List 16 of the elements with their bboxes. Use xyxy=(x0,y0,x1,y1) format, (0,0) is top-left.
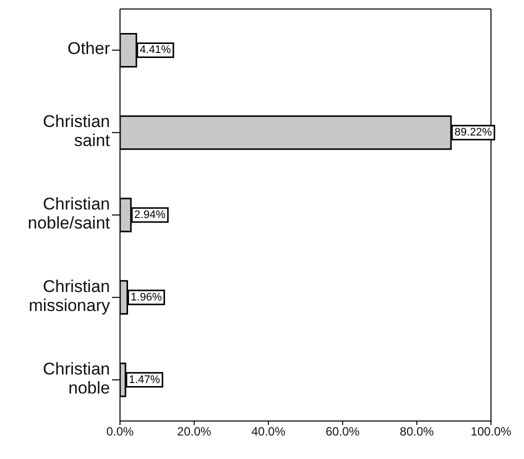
data-label: 2.94% xyxy=(134,209,166,222)
x-tick-label: 40.0% xyxy=(251,424,286,439)
y-tick-label: Christian noble xyxy=(42,360,110,398)
data-label: 4.41% xyxy=(140,44,172,56)
x-tick-label: 20.0% xyxy=(177,424,212,439)
data-label: 89.22% xyxy=(454,126,492,139)
y-tick-label: Christian missionary xyxy=(28,277,110,316)
y-tick-label: Christian noble/saint xyxy=(28,194,110,233)
data-label: 1.96% xyxy=(130,291,162,304)
x-tick-label: 100.0% xyxy=(470,424,512,439)
y-tick-label: Christian saint xyxy=(42,112,110,151)
x-tick-label: 0.0% xyxy=(106,424,134,439)
data-label: 1.47% xyxy=(128,374,160,386)
x-tick-label: 60.0% xyxy=(326,424,360,439)
y-tick-label: Other xyxy=(67,40,110,59)
x-tick-label: 80.0% xyxy=(400,424,434,439)
